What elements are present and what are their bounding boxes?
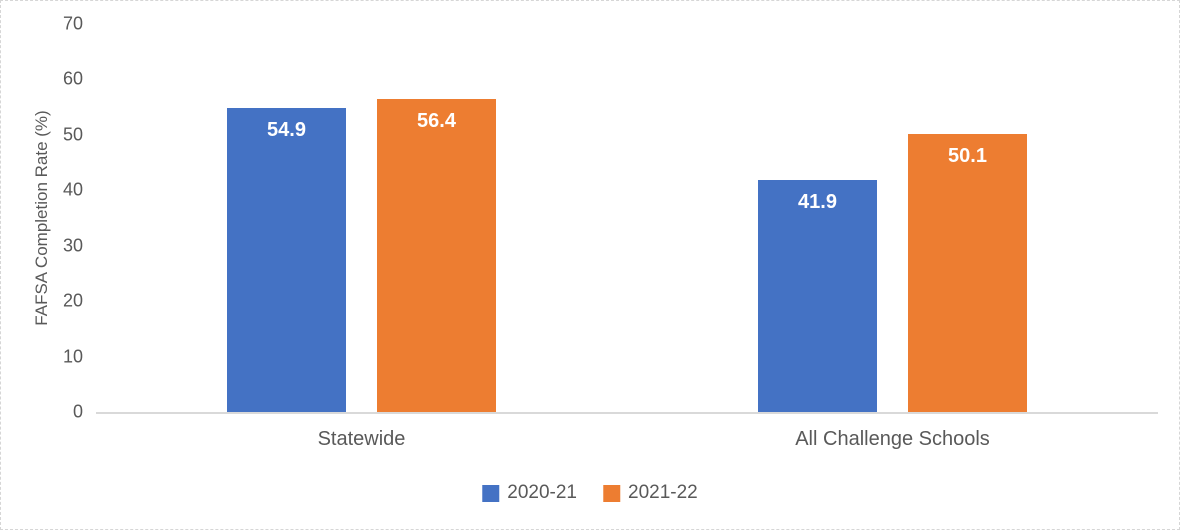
legend-label: 2021-22 (628, 482, 698, 503)
x-category-label-statewide: Statewide (317, 428, 406, 450)
bar-data-label: 54.9 (267, 118, 306, 141)
y-tick-label-0: 0 (72, 401, 83, 422)
legend-item-2020-21: 2020-21 (482, 482, 577, 504)
y-tick-label-30: 30 (62, 235, 83, 256)
y-tick-label-20: 20 (62, 290, 83, 311)
x-axis-line (96, 412, 1158, 414)
bar-data-label: 41.9 (798, 190, 837, 213)
bar-2020-21-all-challenge-schools: 41.9 (758, 179, 877, 412)
legend-swatch-icon (482, 484, 500, 502)
x-category-label-all-challenge-schools: All Challenge Schools (795, 428, 990, 450)
bar-data-label: 50.1 (948, 145, 987, 168)
bar-2021-22-statewide: 56.4 (377, 99, 496, 412)
y-tick-label-70: 70 (62, 13, 83, 34)
bar-data-label: 56.4 (417, 110, 456, 133)
y-tick-label-40: 40 (62, 179, 83, 200)
y-tick-label-10: 10 (62, 346, 83, 367)
legend-swatch-icon (603, 484, 620, 502)
y-tick-label-50: 50 (62, 124, 83, 145)
y-tick-label-60: 60 (62, 68, 83, 89)
legend-item-2021-22: 2021-22 (603, 482, 698, 504)
bar-2020-21-statewide: 54.9 (227, 107, 346, 412)
bar-2021-22-all-challenge-schools: 50.1 (908, 134, 1027, 412)
plot-area: 54.9 56.4 41.9 50.1 (96, 24, 1158, 414)
legend: 2020-21 2021-22 (482, 482, 698, 504)
legend-label: 2020-21 (507, 482, 577, 503)
